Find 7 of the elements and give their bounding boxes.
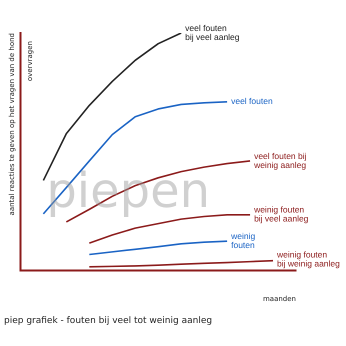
series-label: veel fouten <box>231 96 273 106</box>
series-label: weinig fouten bij weinig aanleg <box>276 250 340 269</box>
series-label: weinig fouten <box>230 231 256 250</box>
series-label: weinig fouten bij veel aanleg <box>253 204 309 224</box>
series-label: veel fouten bij veel aanleg <box>185 22 240 42</box>
text: piep grafiek - fouten bij veel tot weinig aanleg <box>4 316 212 326</box>
series-label: veel fouten bij weinig aanleg <box>253 150 307 170</box>
